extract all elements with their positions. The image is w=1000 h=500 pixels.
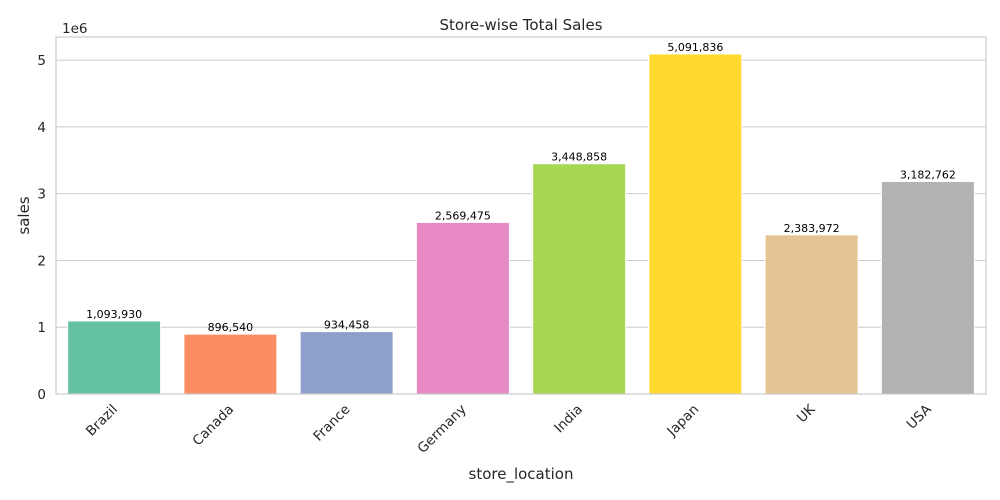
data-labels: 1,093,930 896,540 934,458 2,569,475 3,448,85… [86,41,956,334]
bar-uk [764,234,859,395]
data-label: 3,448,858 [551,151,607,164]
y-tick-label: 2 [37,253,46,269]
x-tick-label: France [310,402,353,445]
x-tick-label: Germany [415,402,470,457]
bars [67,53,975,395]
data-label: 2,383,972 [784,222,840,235]
x-axis-label: store_location [469,465,574,484]
bar-canada [183,333,278,395]
x-tick-label: Brazil [83,402,121,440]
bar-brazil [67,320,162,395]
data-label: 2,569,475 [435,209,491,222]
x-tick-label: USA [904,401,936,433]
chart-title: Store-wise Total Sales [439,16,602,34]
bar-japan [648,53,743,395]
bar-india [532,163,627,395]
y-axis-label: sales [15,196,33,234]
x-tick-label: UK [794,401,819,426]
plot-frame [55,36,987,395]
y-tick-label: 1 [37,320,46,336]
y-tick-label: 3 [37,187,46,203]
x-tick-label: Japan [664,402,703,441]
x-axis-ticks: Brazil Canada France Germany India Japan UK USA [83,401,935,457]
y-tick-label: 5 [37,53,46,69]
y-tick-label: 0 [37,387,46,403]
y-axis-offset-label: 1e6 [62,21,87,37]
y-axis-ticks: 0 1 2 3 4 5 [37,53,46,403]
data-label: 934,458 [324,319,370,332]
x-tick-label: India [551,402,586,437]
bar-usa [880,180,975,395]
y-tick-label: 4 [37,120,46,136]
data-label: 3,182,762 [900,168,956,181]
bar-france [299,331,394,395]
data-label: 5,091,836 [667,41,723,54]
data-label: 1,093,930 [86,308,142,321]
data-label: 896,540 [208,321,254,334]
bar-germany [415,221,510,395]
x-tick-label: Canada [190,402,238,450]
